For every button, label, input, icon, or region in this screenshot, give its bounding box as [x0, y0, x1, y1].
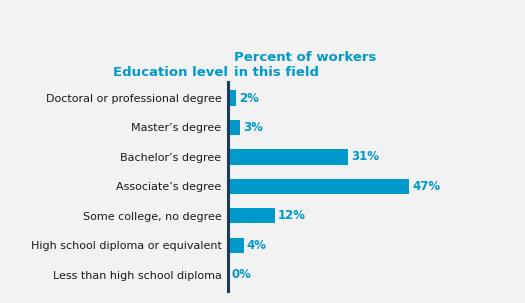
Text: 2%: 2%	[239, 92, 259, 105]
Bar	[228, 149, 348, 165]
Text: Education level: Education level	[113, 66, 228, 79]
Text: 47%: 47%	[412, 180, 440, 193]
Text: 3%: 3%	[243, 121, 263, 134]
Text: 0%: 0%	[232, 268, 251, 281]
Text: Percent of workers
in this field: Percent of workers in this field	[234, 51, 376, 79]
Bar	[228, 208, 275, 223]
Text: 12%: 12%	[278, 209, 306, 222]
Bar	[228, 238, 244, 253]
Bar	[228, 90, 236, 106]
Text: 31%: 31%	[351, 150, 379, 163]
Bar	[228, 120, 240, 135]
Text: 4%: 4%	[247, 239, 267, 252]
Bar	[228, 179, 409, 194]
